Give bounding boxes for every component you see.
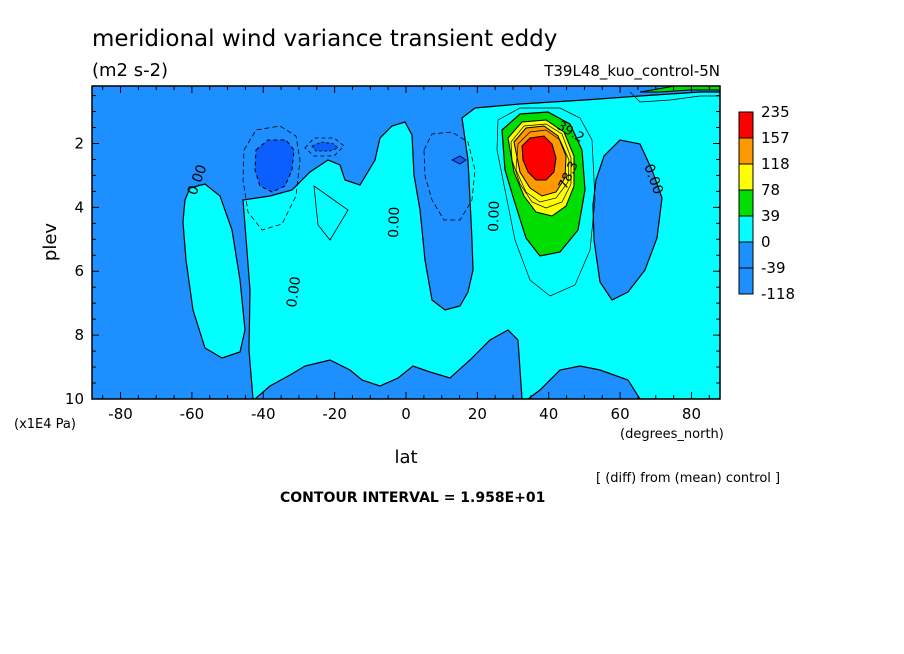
negative-min-small-2 xyxy=(451,155,467,165)
x-tick-label: 0 xyxy=(401,405,411,423)
negative-min-region xyxy=(254,139,295,193)
dashed-contour-1 xyxy=(242,125,301,231)
colorbar: 235 157 118 78 39 0 -39 -118 xyxy=(738,103,795,303)
cyan-region-left xyxy=(182,183,246,359)
colorbar-label: 0 xyxy=(761,233,771,251)
contour-line-inner xyxy=(515,129,570,203)
diff-note: [ (diff) from (mean) control ] xyxy=(596,471,780,486)
band-157-235 xyxy=(521,135,557,181)
colorbar-swatch xyxy=(738,267,754,295)
colorbar-label: 39 xyxy=(761,207,780,225)
contour-triangle xyxy=(313,185,349,241)
colorbar-label: 78 xyxy=(761,181,780,199)
contour-line xyxy=(629,91,720,103)
x-tick-label: 40 xyxy=(539,405,558,423)
x-axis-label: lat xyxy=(394,447,417,468)
contour-label: 0.00 xyxy=(284,275,304,308)
colorbar-swatch xyxy=(738,137,754,165)
contour-line-inner2 xyxy=(510,123,572,209)
colorbar-swatch xyxy=(738,111,754,139)
x-tick-label: -20 xyxy=(322,405,347,423)
negative-min-small-1 xyxy=(311,141,339,152)
colorbar-swatch xyxy=(738,241,754,269)
contour-interval: CONTOUR INTERVAL = 1.958E+01 xyxy=(280,490,545,506)
colorbar-label: -118 xyxy=(761,285,795,303)
chart-title: meridional wind variance transient eddy xyxy=(92,26,557,52)
y-tick-label: 4 xyxy=(74,198,84,216)
colorbar-label: 118 xyxy=(761,155,790,173)
colorbar-swatch xyxy=(738,189,754,217)
x-tick-label: 60 xyxy=(611,405,630,423)
x-axis-units: (degrees_north) xyxy=(620,427,724,442)
dashed-contour-2 xyxy=(423,131,476,221)
contour-label: 0.00 xyxy=(486,200,503,232)
y-tick-label: 6 xyxy=(74,262,84,280)
y-axis-units: (x1E4 Pa) xyxy=(14,417,76,432)
x-tick-label: -60 xyxy=(180,405,205,423)
y-tick-labels: 2 4 6 8 10 xyxy=(65,134,84,408)
dataset-label: T39L48_kuo_control-5N xyxy=(543,62,720,81)
y-tick-label: 2 xyxy=(74,134,84,152)
y-tick-label: 10 xyxy=(65,390,84,408)
axis-ticks xyxy=(92,86,720,400)
y-axis-label: plev xyxy=(40,223,61,262)
colorbar-label: -39 xyxy=(761,259,786,277)
x-tick-label: 20 xyxy=(468,405,487,423)
x-tick-label: -80 xyxy=(108,405,133,423)
plot-area xyxy=(92,86,720,399)
chart-units: (m2 s-2) xyxy=(92,60,168,81)
y-tick-label: 8 xyxy=(74,326,84,344)
green-patch-top-right xyxy=(639,86,720,93)
x-tick-labels: -80 -60 -40 -20 0 20 40 60 80 xyxy=(108,405,701,423)
band-0-39-outer-line xyxy=(496,107,596,297)
x-tick-label: 80 xyxy=(682,405,701,423)
colorbar-swatch xyxy=(738,215,754,243)
negative-region-right xyxy=(592,139,663,301)
colorbar-swatch xyxy=(738,163,754,191)
colorbar-label: 235 xyxy=(761,103,790,121)
dashed-contour-3 xyxy=(304,137,345,157)
contour-label: 0.00 xyxy=(386,206,403,238)
colorbar-label: 157 xyxy=(761,129,790,147)
x-tick-label: -40 xyxy=(251,405,276,423)
